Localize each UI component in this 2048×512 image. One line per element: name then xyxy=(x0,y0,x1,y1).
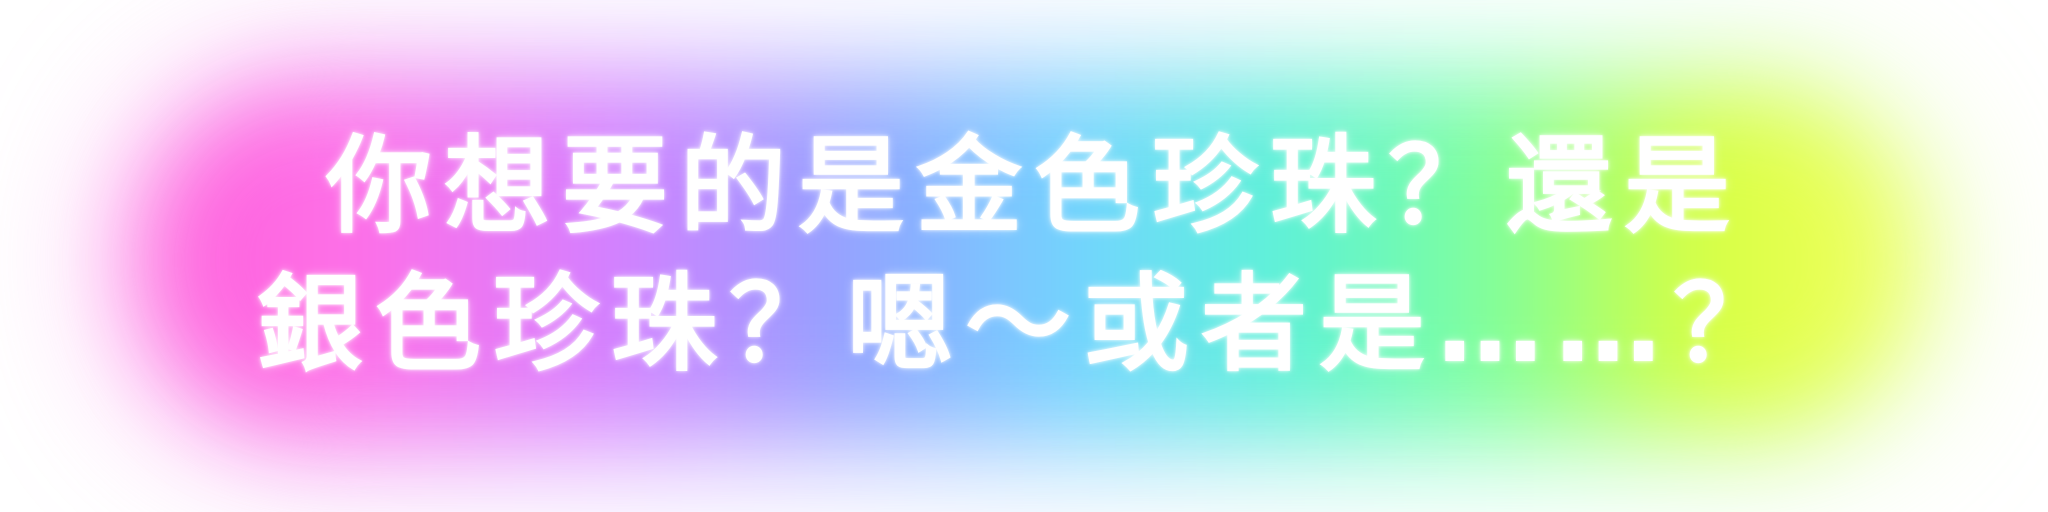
caption-line-1: 你想要的是金色珍珠？還是 xyxy=(326,125,1742,248)
caption-text: 你想要的是金色珍珠？還是 銀色珍珠？嗯～或者是……？ xyxy=(0,118,2048,394)
caption-line-2: 銀色珍珠？嗯～或者是……？ xyxy=(257,263,1791,386)
rainbow-glow xyxy=(150,95,1910,425)
